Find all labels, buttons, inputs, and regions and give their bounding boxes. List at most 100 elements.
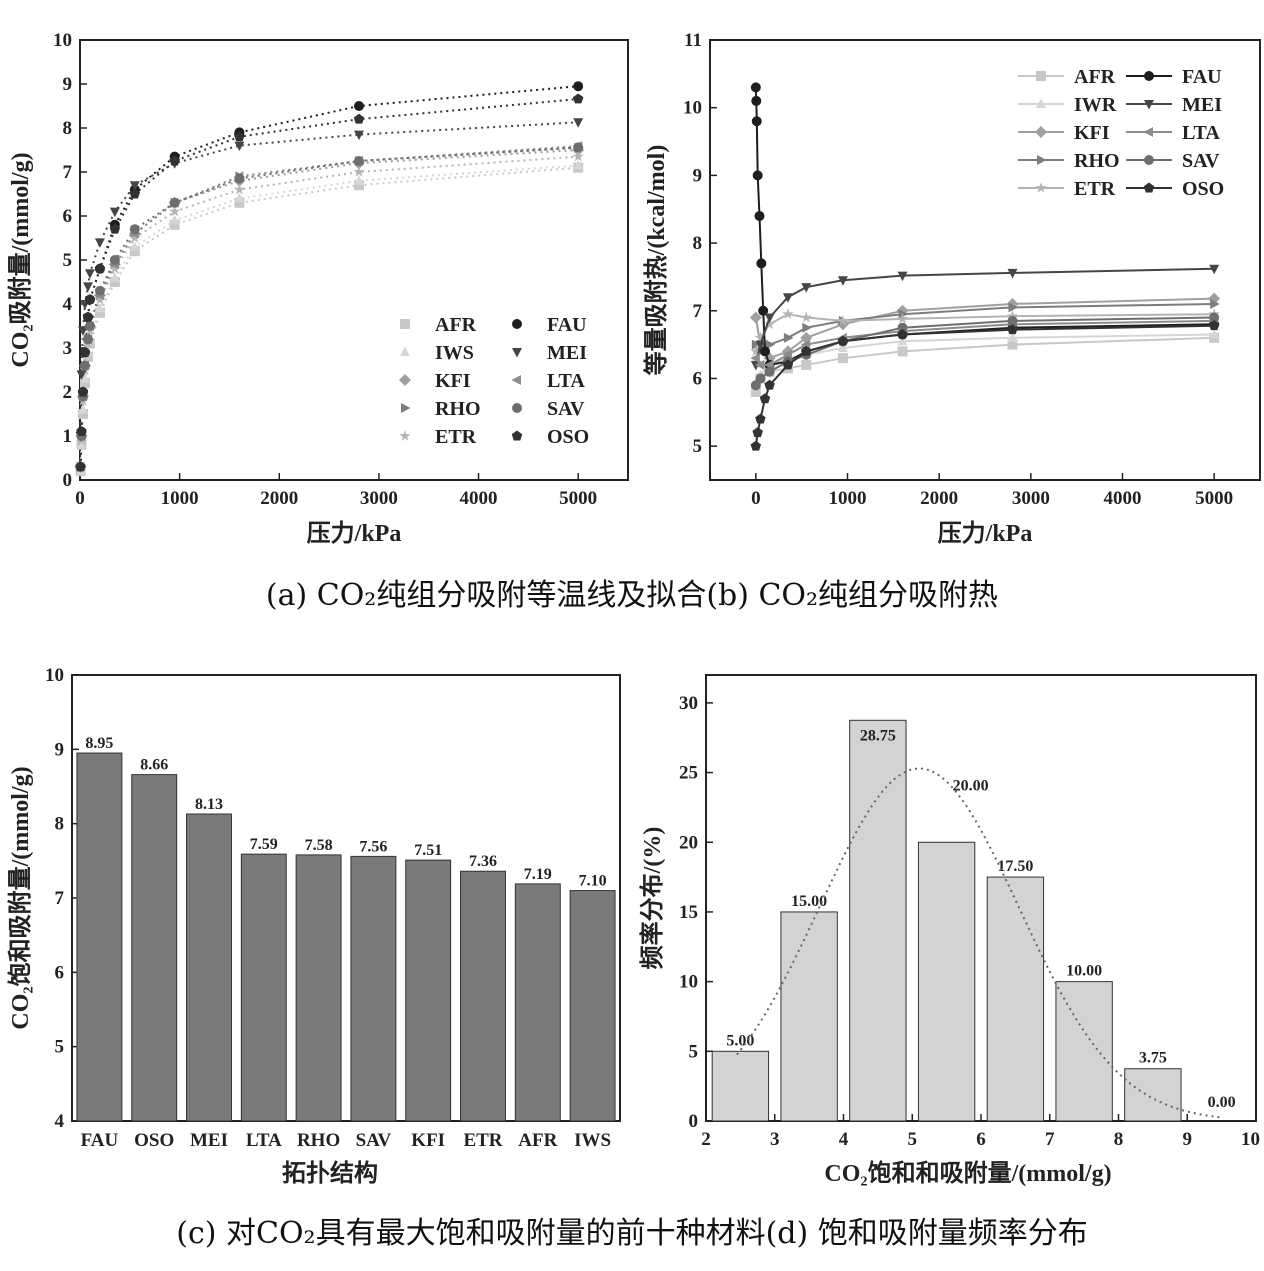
panel-a-point-afr [77, 409, 88, 419]
panel-a-point-sav [353, 156, 364, 166]
panel-a-point-iws [573, 159, 584, 170]
panel-b-point-oso [752, 427, 763, 438]
panel-a-point-etr [233, 183, 246, 195]
panel-b-point-sav [755, 373, 766, 384]
panel-a-ytick-label: 9 [63, 74, 73, 95]
panel-a-ytick-label: 10 [53, 30, 72, 51]
panel-b-point-sav [764, 366, 775, 377]
panel-a-point-afr [79, 378, 90, 389]
panel-d-frequency-histogram: 2 3 4 5 6 7 8 9 10 0 5 10 15 20 25 30 5.00 15.00 28.75 20.… [638, 674, 1260, 1187]
panel-b-point-afr [801, 359, 812, 370]
panel-b-legend-marker-kfi [1035, 126, 1047, 138]
panel-d-xtick-label: 8 [1114, 1129, 1124, 1150]
panel-b-point-rho [751, 339, 762, 350]
panel-d-value-label: 20.00 [953, 778, 989, 795]
panel-b-point-mei [755, 340, 766, 351]
panel-a-point-oso [77, 386, 89, 397]
panel-b-frame [709, 39, 1261, 481]
panel-d-ytick-label: 0 [689, 1111, 699, 1132]
panel-b-point-mei [1007, 268, 1018, 279]
panel-a-fit-iws [79, 164, 579, 472]
panel-b-xtick-label: 2000 [920, 488, 958, 509]
panel-b-point-oso [1007, 324, 1018, 335]
panel-a-point-mei [234, 141, 245, 152]
panel-b-legend-marker-mei [1144, 100, 1154, 110]
panel-d-bar [1124, 1068, 1182, 1122]
panel-b-point-rho [802, 322, 812, 333]
panel-b-xtick-label: 0 [751, 488, 761, 509]
panel-b-line-oso [754, 324, 1215, 447]
panel-c-ylabel: CO₂饱和吸附量/(mmol/g) [6, 766, 34, 1029]
panel-a-point-mei [129, 181, 140, 191]
panel-b-point-rho [898, 309, 908, 320]
panel-b-point-rho [1210, 299, 1220, 309]
panel-a-point-mei [77, 326, 88, 336]
panel-d-xlabel: CO₂饱和和吸附量/(mmol/g) [824, 1159, 1111, 1187]
panel-c-ytick-label: 7 [55, 888, 65, 909]
panel-a-xtick-label: 3000 [360, 488, 398, 509]
panel-b-point-etr [754, 331, 767, 343]
panel-b-point-lta [750, 353, 760, 364]
panel-a-point-oso [572, 93, 584, 104]
panel-c-top-ten-bar-chart: 4 5 6 7 8 9 10 8.95 FAU 8.66 OSO 8.13 MEI 7.59 LTA 7.5… [6, 665, 621, 1187]
panel-b-legend-marker-afr [1036, 71, 1046, 81]
panel-c-ytick-label: 5 [55, 1037, 65, 1058]
panel-b-adsorption-heat: 0 1000 2000 3000 4000 5000 5 6 7 8 9 10 11 AFR IWR KFI… [642, 30, 1261, 547]
panel-c-category-label: MEI [190, 1130, 228, 1151]
panel-d-bar [917, 841, 976, 1122]
panel-b-point-iwr [1209, 328, 1220, 339]
panel-c-value-label: 7.36 [469, 853, 497, 870]
panel-a-point-oso [75, 461, 86, 472]
panel-c-xlabel: 拓扑结构 [282, 1159, 378, 1187]
panel-a-adsorption-isotherms: 0 1000 2000 3000 4000 5000 0 1 2 3 4 5 6 7 8 9 10 AFR IWS… [6, 30, 629, 547]
panel-c-value-label: 7.58 [305, 837, 333, 854]
panel-b-ylabel: 等量吸附热/(kcal/mol) [642, 145, 670, 376]
panel-a-legend-marker-rho [401, 403, 411, 413]
panel-c-ytick-label: 10 [45, 665, 64, 686]
panel-b-legend-label-lta: LTA [1182, 122, 1220, 144]
panel-c-category-label: KFI [411, 1130, 445, 1151]
panel-b-point-oso [1208, 320, 1220, 331]
panel-c-bar-fau [76, 752, 123, 1122]
panel-b-point-fau [760, 346, 770, 357]
panel-d-bar [1055, 981, 1113, 1122]
panel-b-legend-label-rho: RHO [1074, 150, 1120, 172]
panel-a-point-fau [353, 101, 364, 111]
panel-a-legend-marker-kfi [399, 374, 411, 386]
panel-a-point-iws [77, 404, 88, 414]
panel-a-fit-sav [79, 146, 579, 467]
panel-a-xlabel: 压力/kPa [307, 520, 402, 547]
panel-b-ytick-label: 11 [684, 30, 702, 51]
panel-c-bar-oso [131, 774, 178, 1122]
panel-d-xtick-label: 3 [770, 1129, 780, 1150]
panel-a-legend-marker-mei [512, 348, 522, 358]
panel-a-point-iws [94, 302, 105, 313]
panel-b-point-lta [754, 359, 765, 370]
panel-a-ytick-label: 8 [63, 118, 73, 139]
panel-a-legend-marker-oso [511, 430, 523, 441]
panel-a-point-iws [169, 214, 180, 225]
panel-b-point-fau [751, 95, 762, 106]
panel-b-legend: AFR IWR KFI RHO ETR FAU MEI LTA SAV OSO [1018, 66, 1224, 200]
panel-a-legend-label-etr: ETR [435, 426, 477, 448]
panel-a-point-iws [109, 272, 120, 282]
panel-b-point-afr [837, 353, 848, 364]
panel-a-point-afr [234, 197, 245, 208]
panel-a-xtick-label: 2000 [260, 488, 298, 509]
panel-d-ylabel: 频率分布/(%) [638, 827, 666, 970]
panel-b-point-etr [750, 345, 762, 357]
panel-c-value-label: 7.56 [359, 838, 387, 855]
panel-a-point-oso [94, 263, 106, 274]
panel-a-legend-label-mei: MEI [547, 342, 587, 364]
panel-a-point-oso [79, 346, 91, 357]
panel-d-normal-fit-curve [736, 767, 1222, 1119]
panel-c-bar-rho [295, 854, 342, 1122]
panel-d-bar [849, 719, 907, 1122]
panel-a-point-etr [129, 232, 141, 243]
panel-d-value-label: 10.00 [1066, 963, 1102, 980]
panel-b-point-rho [765, 339, 776, 350]
panel-a-fit-oso [79, 98, 579, 467]
panel-b-point-mei [897, 271, 908, 282]
panel-a-point-oso [109, 223, 121, 234]
panel-b-point-fau [751, 116, 762, 127]
